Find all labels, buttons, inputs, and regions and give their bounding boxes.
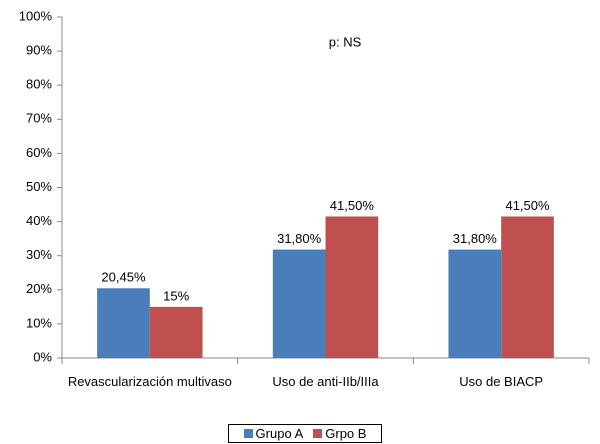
y-tick-label: 0% xyxy=(33,349,52,364)
y-tick-label: 40% xyxy=(26,213,52,228)
legend-label: Grupo A xyxy=(255,426,304,441)
y-tick-label: 80% xyxy=(26,77,52,92)
annotation: p: NS xyxy=(329,34,362,49)
bar xyxy=(149,306,203,358)
legend: Grupo A Grpo B xyxy=(228,424,382,443)
y-tick-label: 10% xyxy=(26,315,52,330)
value-label: 31,80% xyxy=(453,231,498,246)
bar xyxy=(448,249,502,358)
y-tick-label: 30% xyxy=(26,247,52,262)
x-tick-label: Uso de anti-IIb/IIIa xyxy=(272,374,379,389)
legend-swatch xyxy=(243,429,253,438)
bar xyxy=(272,249,326,358)
bar xyxy=(501,216,554,358)
y-tick-label: 50% xyxy=(26,179,52,194)
value-label: 31,80% xyxy=(277,231,322,246)
plot: p: NS 0% 10% 20% 30% 40% 50% 60% 70% 80% 90% 100% 2… xyxy=(19,8,590,364)
value-label: 20,45% xyxy=(101,270,146,285)
value-label: 15% xyxy=(163,288,189,303)
legend-swatch xyxy=(313,429,323,438)
value-label: 41,50% xyxy=(330,198,375,213)
y-tick-label: 90% xyxy=(26,43,52,58)
x-tick-label: Uso de BIACP xyxy=(459,374,544,389)
legend-label: Grpo B xyxy=(325,426,367,441)
y-tick-label: 100% xyxy=(19,8,53,23)
y-tick-label: 70% xyxy=(26,111,52,126)
y-tick-label: 60% xyxy=(26,145,52,160)
y-tick-label: 20% xyxy=(26,281,52,296)
legend-item: Grupo A xyxy=(243,426,304,441)
value-label: 41,50% xyxy=(505,198,550,213)
legend-item: Grpo B xyxy=(313,426,366,441)
x-tick-label: Revascularización multivaso xyxy=(67,374,232,389)
bar xyxy=(97,288,150,358)
bar xyxy=(325,216,379,358)
